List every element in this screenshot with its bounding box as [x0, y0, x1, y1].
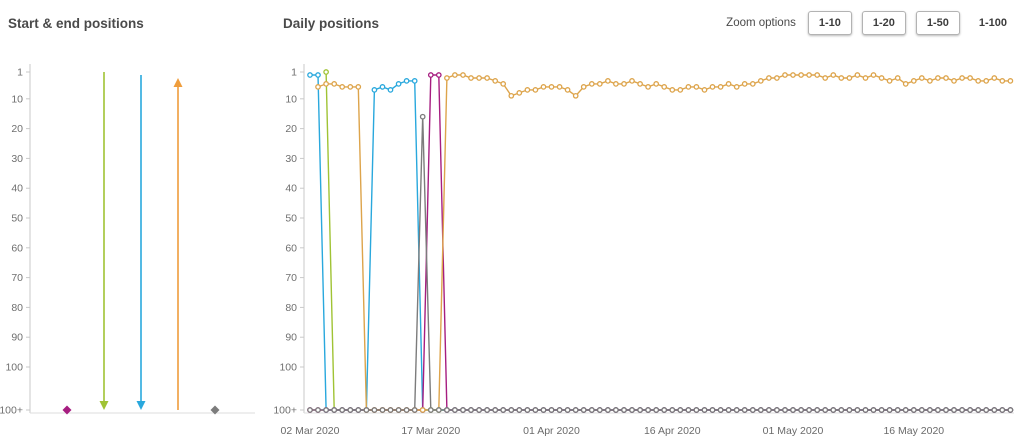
svg-text:100: 100 — [279, 362, 297, 374]
zoom-option-1-50[interactable]: 1-50 — [915, 11, 960, 35]
svg-text:100+: 100+ — [0, 405, 23, 417]
zoom-option-1-20[interactable]: 1-20 — [861, 11, 906, 35]
start-end-chart: 1 10 20 30 40 50 60 70 80 90 100 100+ — [0, 64, 255, 417]
svg-text:70: 70 — [285, 272, 297, 284]
svg-text:10: 10 — [11, 93, 23, 105]
svg-text:16 May 2020: 16 May 2020 — [883, 425, 944, 437]
start-end-chart-title: Start & end positions — [8, 16, 144, 31]
zoom-options: Zoom options 1-10 1-20 1-50 1-100 — [726, 11, 1016, 35]
svg-text:1: 1 — [17, 67, 23, 79]
svg-text:30: 30 — [11, 153, 23, 165]
svg-text:40: 40 — [285, 183, 297, 195]
svg-text:100+: 100+ — [273, 405, 297, 417]
svg-text:50: 50 — [11, 213, 23, 225]
daily-positions-chart-title: Daily positions — [283, 16, 380, 31]
svg-text:16 Apr 2020: 16 Apr 2020 — [644, 425, 701, 437]
svg-text:17 Mar 2020: 17 Mar 2020 — [401, 425, 460, 437]
svg-text:1: 1 — [291, 67, 297, 79]
svg-text:90: 90 — [285, 332, 297, 344]
svg-text:20: 20 — [11, 123, 23, 135]
svg-text:10: 10 — [285, 93, 297, 105]
svg-text:20: 20 — [285, 123, 297, 135]
svg-text:80: 80 — [11, 302, 23, 314]
svg-text:01 May 2020: 01 May 2020 — [763, 425, 824, 437]
svg-text:70: 70 — [11, 272, 23, 284]
svg-text:100: 100 — [5, 362, 23, 374]
zoom-option-1-100[interactable]: 1-100 — [970, 11, 1016, 35]
svg-text:90: 90 — [11, 332, 23, 344]
svg-text:60: 60 — [285, 242, 297, 254]
svg-text:01 Apr 2020: 01 Apr 2020 — [523, 425, 580, 437]
svg-text:40: 40 — [11, 183, 23, 195]
svg-text:80: 80 — [285, 302, 297, 314]
daily-positions-chart: 1 10 20 30 40 50 60 70 80 90 100 100+ 02 Mar 2020 17 … — [273, 64, 1014, 437]
svg-text:50: 50 — [285, 213, 297, 225]
svg-text:30: 30 — [285, 153, 297, 165]
zoom-option-1-10[interactable]: 1-10 — [807, 11, 852, 35]
svg-text:02 Mar 2020: 02 Mar 2020 — [281, 425, 340, 437]
svg-text:60: 60 — [11, 242, 23, 254]
zoom-options-label: Zoom options — [726, 17, 796, 29]
